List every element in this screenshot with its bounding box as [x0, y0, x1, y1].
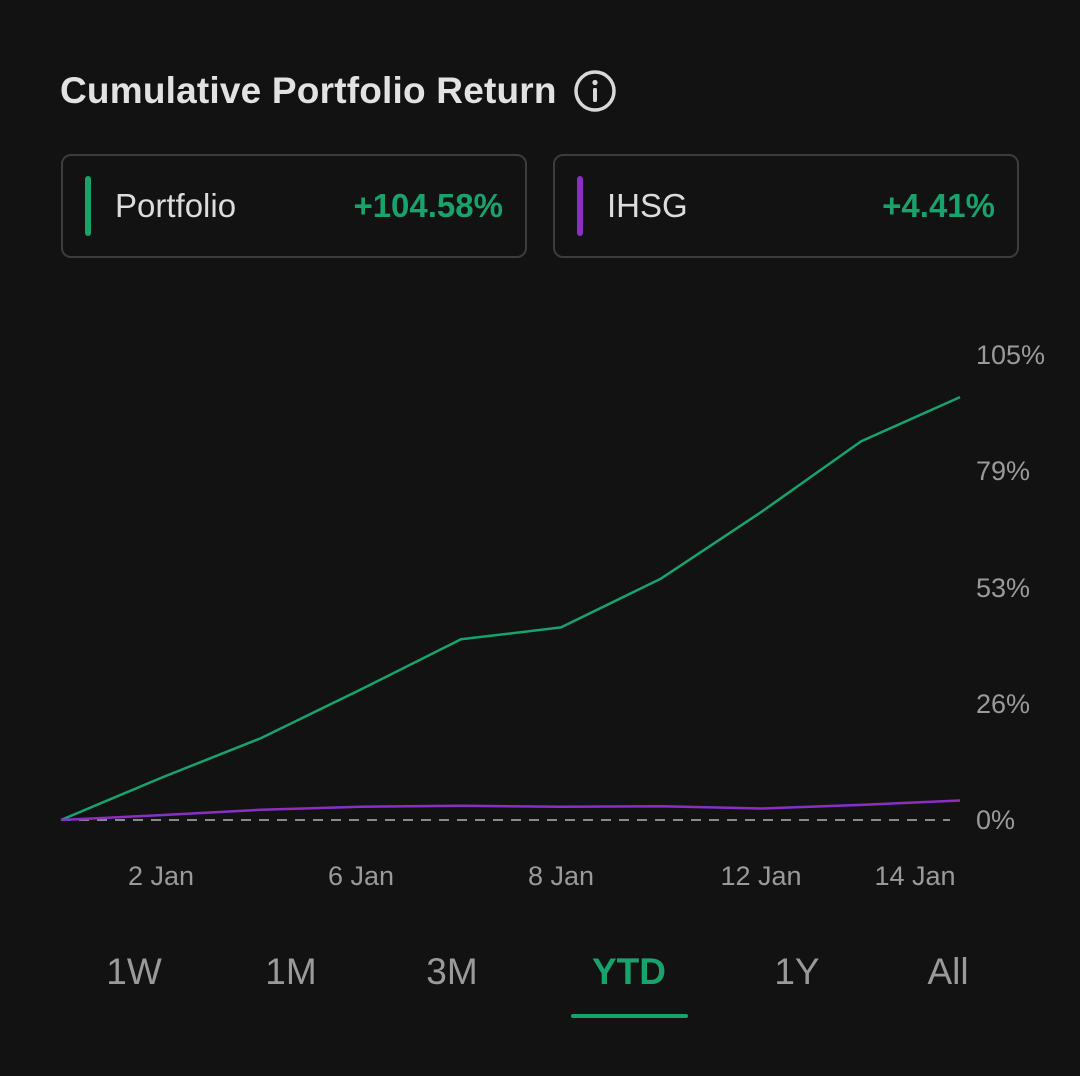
tab-ytd[interactable]: YTD: [592, 951, 666, 992]
x-tick-label: 2 Jan: [128, 861, 194, 891]
tab-all[interactable]: All: [927, 951, 969, 992]
range-tabs: 1W 1M 3M YTD 1Y All: [40, 940, 1040, 1030]
chart-title: Cumulative Portfolio Return: [60, 70, 557, 111]
return-line-chart[interactable]: 105% 79% 53% 26% 0% 2 Jan 6 Jan 8 Jan 12 Jan 14 J…: [0, 330, 1080, 910]
x-tick-label: 6 Jan: [328, 861, 394, 891]
y-tick-label: 79%: [976, 456, 1030, 486]
tab-1m[interactable]: 1M: [265, 951, 317, 992]
y-tick-label: 105%: [976, 340, 1045, 370]
legend-color-bar-ihsg: [577, 176, 583, 236]
axis-layer: 105% 79% 53% 26% 0% 2 Jan 6 Jan 8 Jan 12 Jan 14 J…: [128, 340, 1045, 891]
tab-1w[interactable]: 1W: [106, 951, 162, 992]
legend-name-ihsg: IHSG: [607, 187, 688, 224]
x-tick-label: 12 Jan: [720, 861, 801, 891]
x-tick-label: 14 Jan: [874, 861, 955, 891]
active-tab-indicator: [571, 1014, 688, 1018]
y-tick-label: 53%: [976, 573, 1030, 603]
x-tick-label: 8 Jan: [528, 861, 594, 891]
legend-card-portfolio[interactable]: Portfolio +104.58%: [61, 154, 527, 258]
series-line-portfolio: [60, 395, 961, 822]
legend-value-portfolio: +104.58%: [353, 187, 503, 224]
legend-card-ihsg[interactable]: IHSG +4.41%: [553, 154, 1019, 258]
legend-name-portfolio: Portfolio: [115, 187, 237, 224]
series-line-ihsg: [60, 799, 961, 822]
tab-1y[interactable]: 1Y: [774, 951, 820, 992]
legend-value-ihsg: +4.41%: [882, 187, 995, 224]
info-icon[interactable]: [573, 69, 617, 113]
y-tick-label: 26%: [976, 689, 1030, 719]
series-layer: [60, 395, 961, 822]
tab-3m[interactable]: 3M: [426, 951, 478, 992]
y-tick-label: 0%: [976, 805, 1015, 835]
legend-color-bar-portfolio: [85, 176, 91, 236]
title-row: Cumulative Portfolio Return: [60, 66, 617, 116]
